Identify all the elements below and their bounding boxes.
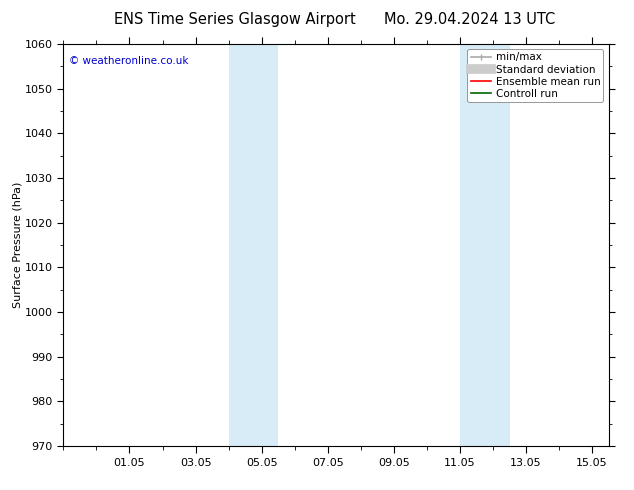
Bar [460, 44, 510, 446]
Y-axis label: Surface Pressure (hPa): Surface Pressure (hPa) [12, 182, 22, 308]
Text: © weatheronline.co.uk: © weatheronline.co.uk [69, 56, 188, 66]
Bar [229, 44, 278, 446]
Legend: min/max, Standard deviation, Ensemble mean run, Controll run: min/max, Standard deviation, Ensemble me… [467, 49, 604, 102]
Text: Mo. 29.04.2024 13 UTC: Mo. 29.04.2024 13 UTC [384, 12, 555, 27]
Text: ENS Time Series Glasgow Airport: ENS Time Series Glasgow Airport [113, 12, 356, 27]
